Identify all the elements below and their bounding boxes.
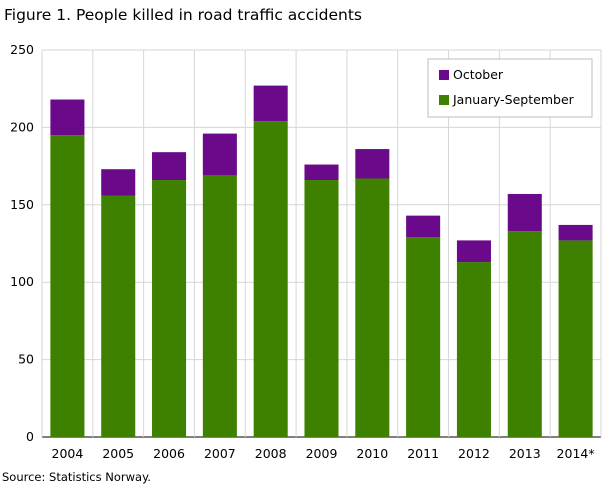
bar-january-september-2012 <box>456 262 491 437</box>
bar-january-september-2007 <box>202 175 237 437</box>
legend-box <box>427 58 593 118</box>
bar-october-2009 <box>304 164 339 181</box>
x-tick-label: 2008 <box>255 446 287 461</box>
bar-october-2006 <box>152 152 187 181</box>
legend-label-january-september: January-September <box>452 92 575 107</box>
x-tick-label: 2006 <box>153 446 185 461</box>
bar-october-2010 <box>355 149 390 179</box>
legend-swatch-january-september <box>439 95 449 105</box>
x-tick-label: 2005 <box>102 446 134 461</box>
y-tick-label: 250 <box>10 42 34 57</box>
y-tick-label: 50 <box>18 352 34 367</box>
bar-january-september-2005 <box>101 195 136 437</box>
bar-october-2012 <box>456 240 491 263</box>
bar-january-september-2014 <box>558 240 593 437</box>
x-tick-label: 2004 <box>52 446 84 461</box>
y-tick-label: 200 <box>10 119 34 134</box>
legend-swatch-october <box>439 70 449 80</box>
bar-october-2004 <box>50 99 85 136</box>
source-note: Source: Statistics Norway. <box>2 470 151 484</box>
bar-january-september-2010 <box>355 178 390 437</box>
y-axis: 0 50 100 150 200 250 <box>10 42 34 444</box>
x-tick-label: 2011 <box>407 446 439 461</box>
bar-january-september-2004 <box>50 135 85 437</box>
bar-january-september-2009 <box>304 180 339 438</box>
x-tick-label: 2013 <box>509 446 541 461</box>
bars <box>50 85 593 438</box>
x-tick-label: 2010 <box>356 446 388 461</box>
bar-january-september-2013 <box>507 231 542 437</box>
bar-october-2008 <box>253 85 288 122</box>
legend-label-october: October <box>453 67 504 82</box>
x-tick-label: 2009 <box>306 446 338 461</box>
y-tick-label: 100 <box>10 274 34 289</box>
chart-title: Figure 1. People killed in road traffic … <box>4 6 363 24</box>
x-tick-label: 2014* <box>557 446 595 461</box>
bar-october-2011 <box>406 215 441 238</box>
y-tick-label: 150 <box>10 197 34 212</box>
bar-january-september-2006 <box>152 180 187 438</box>
bar-october-2013 <box>507 193 542 232</box>
x-tick-label: 2012 <box>458 446 490 461</box>
bar-october-2005 <box>101 169 136 196</box>
x-tick-label: 2007 <box>204 446 236 461</box>
bar-october-2007 <box>202 133 237 176</box>
legend: October January-September <box>427 58 593 118</box>
x-axis: 2004 2005 2006 2007 2008 2009 2010 2011 2012 2013… <box>52 446 595 461</box>
bar-october-2014 <box>558 224 593 241</box>
bar-january-september-2011 <box>406 237 441 437</box>
bar-january-september-2008 <box>253 121 288 437</box>
y-tick-label: 0 <box>26 429 34 444</box>
